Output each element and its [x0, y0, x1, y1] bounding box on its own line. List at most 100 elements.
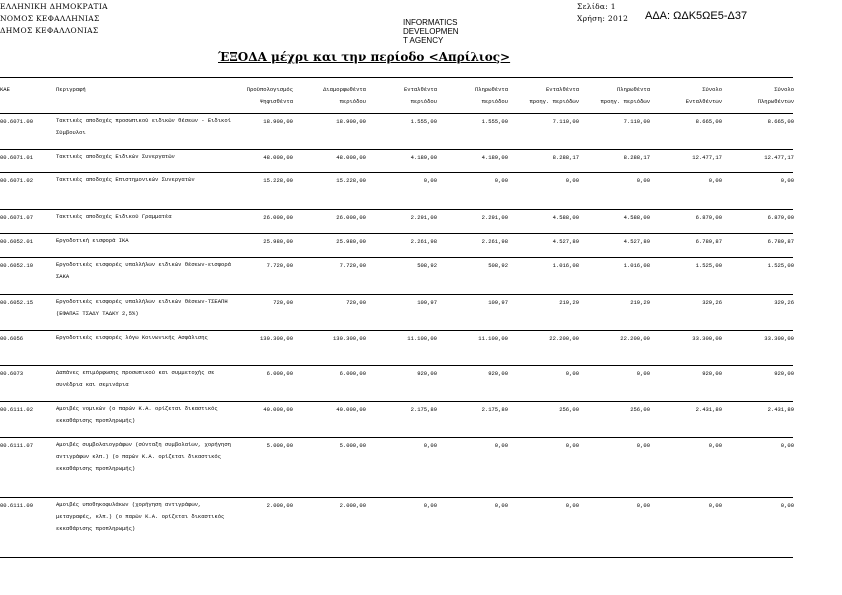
row-code: 00.6071.07	[0, 214, 34, 221]
row-code: 00.6071.02	[0, 177, 34, 184]
row-divider	[0, 557, 793, 558]
row-value: 25.980,00	[336, 238, 366, 245]
row-description: Τακτικές αποδοχές Ειδικών Συνεργατών	[56, 153, 175, 160]
row-value: 18.900,00	[263, 118, 293, 125]
row-value: 0,00	[423, 442, 437, 449]
year-label: Χρήση:	[577, 14, 606, 23]
row-value: 2.431,89	[695, 406, 722, 413]
stamp-line: T AGENCY	[403, 36, 444, 45]
column-header: Προϋπολογισμός	[246, 86, 293, 93]
row-value: 219,29	[559, 299, 579, 306]
org-line-2: ΝΟΜΟΣ ΚΕΦΑΛΛΗΝΙΑΣ	[0, 14, 100, 23]
row-value: 4.527,89	[623, 238, 650, 245]
column-header: Σύνολο	[774, 86, 794, 93]
row-value: 33.300,00	[764, 335, 794, 342]
row-value: 0,00	[565, 177, 579, 184]
row-value: 0,00	[780, 502, 794, 509]
row-code: 00.6052.10	[0, 262, 34, 269]
row-value: 130.300,00	[332, 335, 366, 342]
column-header: περιόδου	[410, 98, 437, 105]
row-description: Τακτικές αποδοχές προσωπικού ειδικών θέσ…	[56, 117, 231, 136]
row-value: 11.100,00	[478, 335, 508, 342]
row-value: 18.900,00	[336, 118, 366, 125]
row-value: 22.200,00	[620, 335, 650, 342]
row-value: 256,00	[630, 406, 650, 413]
row-value: 0,00	[494, 442, 508, 449]
row-value: 4.588,00	[552, 214, 579, 221]
row-value: 4.588,00	[623, 214, 650, 221]
row-value: 920,00	[702, 370, 722, 377]
column-header: Ενταλθέντα	[403, 86, 437, 93]
row-value: 0,00	[423, 502, 437, 509]
column-header: ΚΑΕ	[0, 86, 10, 93]
row-code: 00.6073	[0, 370, 24, 377]
row-value: 720,00	[346, 299, 366, 306]
row-value: 2.261,98	[481, 238, 508, 245]
row-value: 6.000,00	[339, 370, 366, 377]
row-value: 256,00	[559, 406, 579, 413]
row-value: 26.000,00	[263, 214, 293, 221]
column-header: Πληρωθέντα	[474, 86, 508, 93]
row-code: 00.6056	[0, 335, 24, 342]
row-value: 130.300,00	[259, 335, 293, 342]
row-value: 48.000,00	[336, 154, 366, 161]
row-divider	[0, 113, 793, 114]
row-divider	[0, 401, 793, 402]
row-value: 109,97	[417, 299, 437, 306]
row-divider	[0, 330, 793, 331]
page-number: Σελίδα: 1	[577, 2, 616, 11]
row-value: 508,92	[488, 262, 508, 269]
column-header: περιόδου	[339, 98, 366, 105]
row-value: 920,00	[488, 370, 508, 377]
row-value: 2.000,00	[339, 502, 366, 509]
column-header: προηγ. περιόδων	[529, 98, 579, 105]
row-value: 15.228,00	[263, 177, 293, 184]
row-value: 1.555,00	[481, 118, 508, 125]
row-description: Τακτικές αποδοχές Επιστημονικών Συνεργατ…	[56, 176, 195, 183]
row-divider	[0, 497, 793, 498]
row-code: 00.6071.01	[0, 154, 34, 161]
row-value: 1.555,00	[410, 118, 437, 125]
row-value: 0,00	[494, 177, 508, 184]
row-description: Δαπάνες επιμόρφωσης προσωπικού και συμμε…	[56, 369, 215, 388]
year-value: 2012	[607, 14, 629, 23]
row-value: 508,92	[417, 262, 437, 269]
row-value: 6.879,00	[767, 214, 794, 221]
row-value: 2.431,89	[767, 406, 794, 413]
row-value: 12.477,17	[692, 154, 722, 161]
row-value: 11.100,00	[407, 335, 437, 342]
row-description: Αμοιβές συμβολαιογράφων (σύνταξη συμβολα…	[56, 441, 231, 472]
row-value: 0,00	[708, 502, 722, 509]
row-divider	[0, 209, 793, 210]
row-value: 7.720,00	[266, 262, 293, 269]
row-value: 1.016,08	[552, 262, 579, 269]
row-value: 109,97	[488, 299, 508, 306]
stamp-line: DEVELOPMEN	[403, 27, 459, 36]
row-value: 920,00	[774, 370, 794, 377]
row-divider	[0, 365, 793, 366]
row-code: 00.6111.09	[0, 502, 34, 509]
row-value: 15.228,00	[336, 177, 366, 184]
row-value: 1.525,00	[767, 262, 794, 269]
row-value: 0,00	[780, 177, 794, 184]
row-description: Εργοδοτική εισφορά ΙΚΑ	[56, 237, 129, 244]
row-value: 2.261,98	[410, 238, 437, 245]
stamp-line: INFORMATICS	[403, 18, 458, 27]
row-value: 0,00	[565, 370, 579, 377]
row-value: 26.000,00	[336, 214, 366, 221]
row-value: 0,00	[565, 502, 579, 509]
row-value: 0,00	[780, 442, 794, 449]
row-value: 5.000,00	[339, 442, 366, 449]
row-value: 4.189,00	[481, 154, 508, 161]
row-divider	[0, 294, 793, 295]
row-value: 0,00	[636, 502, 650, 509]
column-header: Διαμορφωθέντα	[323, 86, 366, 93]
row-code: 00.6111.02	[0, 406, 34, 413]
row-divider	[0, 437, 793, 438]
column-header: Πληρωθέντα	[616, 86, 650, 93]
fiscal-year: Χρήση: 2012	[577, 14, 628, 23]
row-code: 00.6111.07	[0, 442, 34, 449]
row-value: 4.189,00	[410, 154, 437, 161]
row-value: 6.879,00	[695, 214, 722, 221]
column-header: Πληρωθέντων	[757, 98, 794, 105]
